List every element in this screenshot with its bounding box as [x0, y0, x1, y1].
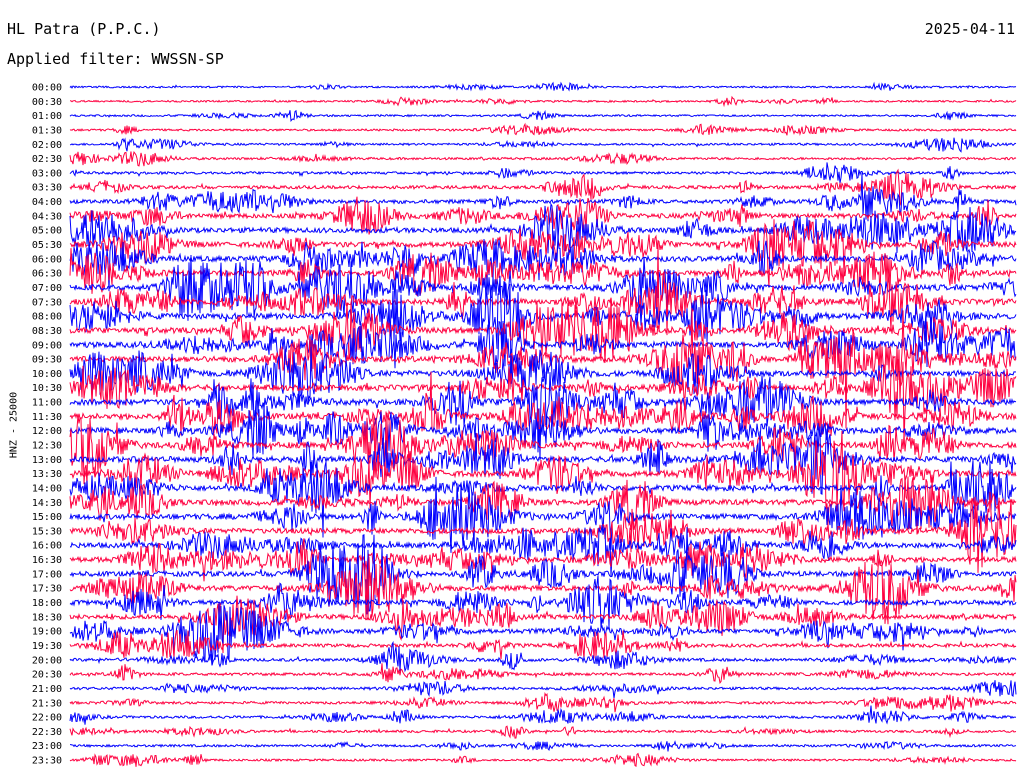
row-time-label: 17:30: [32, 584, 62, 595]
row-time-label: 08:00: [32, 312, 62, 323]
trace-row: [69, 491, 1017, 573]
trace-row: [69, 254, 1017, 321]
row-time-label: 02:00: [32, 140, 62, 151]
row-time-label: 15:00: [32, 512, 62, 523]
row-time-label: 14:30: [32, 498, 62, 509]
row-time-label: 03:30: [32, 183, 62, 194]
row-time-label: 21:00: [32, 684, 62, 695]
trace-row: [69, 202, 1017, 266]
row-time-label: 01:00: [32, 111, 62, 122]
date-label: 2025-04-11: [924, 20, 1015, 38]
row-time-label: 15:30: [32, 526, 62, 537]
row-time-label: 11:30: [32, 412, 62, 423]
trace-row: [69, 640, 1017, 673]
trace-row: [69, 219, 1017, 288]
trace-row: [69, 426, 1017, 495]
trace-row: [69, 162, 1017, 184]
trace-row: [69, 275, 1017, 384]
trace-group: [69, 81, 1017, 768]
trace-row: [69, 629, 1017, 660]
row-time-label: 17:00: [32, 569, 62, 580]
trace-row: [69, 172, 1017, 222]
row-time-label: 19:00: [32, 627, 62, 638]
trace-row: [69, 705, 1017, 725]
trace-row: [69, 601, 1017, 666]
row-time-label: 09:30: [32, 355, 62, 366]
trace-row: [69, 137, 1017, 153]
row-time-label: 00:30: [32, 97, 62, 108]
row-time-label: 16:00: [32, 541, 62, 552]
row-time-label: 03:00: [32, 168, 62, 179]
trace-row: [69, 81, 1017, 92]
trace-row: [69, 525, 1017, 576]
trace-row: [69, 400, 1017, 457]
row-time-label: 07:30: [32, 297, 62, 308]
row-time-label: 12:00: [32, 426, 62, 437]
row-time-label: 04:00: [32, 197, 62, 208]
trace-row: [69, 346, 1017, 403]
trace-row: [69, 168, 1017, 206]
trace-row: [69, 235, 1017, 292]
trace-row: [69, 752, 1017, 768]
row-time-label: 20:30: [32, 670, 62, 681]
row-time-label: 14:00: [32, 483, 62, 494]
row-time-label: 02:30: [32, 154, 62, 165]
trace-row: [69, 411, 1017, 486]
row-time-label: 05:00: [32, 226, 62, 237]
row-time-label: 01:30: [32, 125, 62, 136]
row-time-label: 20:00: [32, 655, 62, 666]
trace-row: [69, 691, 1017, 713]
trace-row: [69, 109, 1017, 122]
row-time-label: 11:00: [32, 398, 62, 409]
row-time-label: 18:00: [32, 598, 62, 609]
row-time-label: 07:00: [32, 283, 62, 294]
trace-row: [69, 95, 1017, 108]
row-time-label: 08:30: [32, 326, 62, 337]
row-time-label: 00:00: [32, 83, 62, 94]
row-time-label: 21:30: [32, 698, 62, 709]
trace-row: [69, 476, 1017, 553]
trace-row: [69, 150, 1017, 167]
trace-row: [69, 317, 1017, 369]
row-time-label: 23:00: [32, 741, 62, 752]
trace-row: [69, 300, 1017, 363]
row-time-label: 16:30: [32, 555, 62, 566]
trace-row: [69, 122, 1017, 136]
row-time-label: 12:30: [32, 441, 62, 452]
trace-row: [69, 460, 1017, 538]
row-time-label: 10:30: [32, 383, 62, 394]
row-time-label: 23:30: [32, 756, 62, 767]
row-time-label: 06:30: [32, 269, 62, 280]
trace-row: [69, 430, 1017, 525]
row-time-label: 22:00: [32, 713, 62, 724]
row-time-label: 22:30: [32, 727, 62, 738]
filter-label: Applied filter: WWSSN-SP: [7, 50, 224, 68]
time-label-group: 00:00 00:30 01:00 01:30 02:00 02:30 03:00 03:30…: [32, 83, 62, 767]
trace-row: [69, 680, 1017, 699]
row-time-label: 04:30: [32, 211, 62, 222]
row-time-label: 05:30: [32, 240, 62, 251]
trace-row: [69, 241, 1017, 336]
row-time-label: 18:30: [32, 612, 62, 623]
trace-row: [69, 555, 1017, 625]
trace-row: [69, 371, 1017, 437]
trace-row: [69, 475, 1017, 535]
station-title: HL Patra (P.P.C.): [7, 20, 161, 38]
trace-row: [69, 725, 1017, 739]
row-time-label: 09:00: [32, 340, 62, 351]
row-time-label: 10:00: [32, 369, 62, 380]
trace-row: [69, 355, 1017, 443]
trace-row: [69, 196, 1017, 235]
trace-row: [70, 740, 1017, 752]
trace-row: [69, 308, 1017, 429]
row-time-label: 19:30: [32, 641, 62, 652]
row-time-label: 06:00: [32, 254, 62, 265]
trace-row: [69, 575, 1017, 629]
row-time-label: 13:00: [32, 455, 62, 466]
row-time-label: 13:30: [32, 469, 62, 480]
trace-row: [69, 663, 1017, 684]
